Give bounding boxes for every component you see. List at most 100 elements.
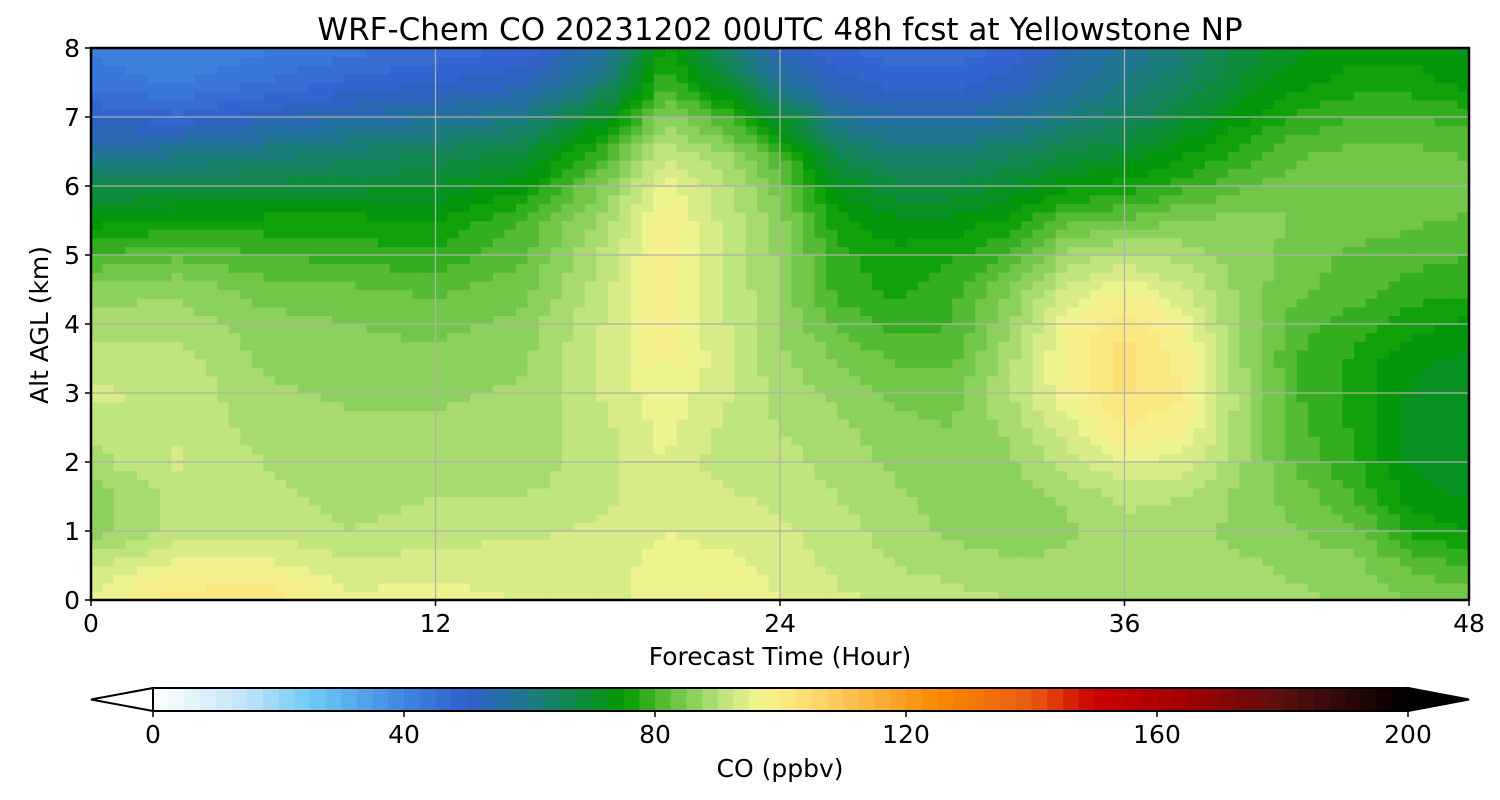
contour-cell (871, 341, 884, 351)
contour-cell (734, 358, 747, 368)
contour-cell (630, 401, 643, 411)
contour-cell (1067, 574, 1080, 584)
contour-cell (389, 272, 402, 282)
contour-cell (309, 315, 322, 325)
contour-cell (894, 401, 907, 411)
contour-cell (676, 513, 689, 523)
contour-cell (573, 263, 586, 273)
contour-cell (1296, 332, 1309, 342)
contour-cell (1446, 255, 1459, 265)
contour-cell (871, 453, 884, 463)
contour-cell (240, 591, 253, 601)
contour-cell (1400, 574, 1413, 584)
contour-cell (1078, 444, 1091, 454)
contour-cell (1170, 367, 1183, 377)
contour-cell (894, 393, 907, 403)
contour-cell (309, 574, 322, 584)
contour-cell (883, 324, 896, 334)
contour-cell (1411, 582, 1424, 592)
contour-cell (883, 375, 896, 385)
contour-cell (412, 289, 425, 299)
contour-cell (768, 272, 781, 282)
contour-cell (883, 444, 896, 454)
contour-cell (642, 410, 655, 420)
contour-cell (240, 513, 253, 523)
contour-cell (619, 289, 632, 299)
contour-cell (711, 556, 724, 567)
contour-cell (722, 306, 735, 316)
contour-cell (1009, 393, 1022, 403)
contour-cell (653, 487, 666, 498)
contour-cell (1044, 539, 1057, 549)
chart-title: WRF-Chem CO 20231202 00UTC 48h fcst at Y… (317, 12, 1242, 48)
contour-cell (814, 574, 827, 584)
contour-cell (1388, 384, 1401, 394)
contour-cell (194, 574, 207, 584)
contour-cell (527, 522, 540, 532)
contour-cell (860, 574, 873, 584)
contour-cell (378, 246, 391, 256)
contour-cell (883, 582, 896, 592)
contour-cell (986, 487, 999, 498)
contour-cell (929, 237, 942, 247)
contour-cell (412, 418, 425, 429)
contour-cell (998, 453, 1011, 463)
contour-cell (699, 505, 712, 515)
contour-cell (515, 324, 528, 334)
contour-cell (263, 444, 276, 454)
contour-cell (159, 418, 172, 429)
contour-cell (366, 298, 379, 308)
contour-cell (1239, 531, 1252, 541)
contour-cell (998, 280, 1011, 291)
contour-cell (665, 324, 678, 334)
contour-cell (1124, 539, 1137, 549)
contour-cell (1113, 496, 1126, 506)
contour-cell (1273, 436, 1286, 446)
contour-cell (837, 375, 850, 385)
contour-cell (401, 358, 414, 368)
contour-cell (665, 418, 678, 429)
contour-cell (401, 462, 414, 472)
contour-cell (297, 324, 310, 334)
contour-cell (734, 462, 747, 472)
contour-cell (1457, 315, 1470, 325)
contour-cell (584, 367, 597, 377)
contour-cell (791, 479, 804, 489)
contour-cell (297, 556, 310, 567)
contour-cell (619, 522, 632, 532)
contour-cell (699, 539, 712, 549)
contour-cell (435, 462, 448, 472)
contour-cell (1319, 574, 1332, 584)
contour-cell (217, 255, 230, 265)
contour-cell (986, 513, 999, 523)
contour-cell (1342, 263, 1355, 273)
contour-cell (1365, 479, 1378, 489)
contour-cell (378, 393, 391, 403)
contour-cell (217, 444, 230, 454)
contour-cell (837, 556, 850, 567)
contour-cell (1227, 436, 1240, 446)
contour-cell (205, 306, 218, 316)
contour-cell (91, 487, 104, 498)
contour-cell (389, 453, 402, 463)
contour-cell (1434, 444, 1447, 454)
contour-cell (148, 324, 161, 334)
contour-cell (550, 548, 563, 558)
contour-cell (825, 496, 839, 506)
contour-cell (1331, 324, 1344, 334)
contour-cell (228, 246, 241, 256)
contour-cell (1446, 548, 1459, 558)
contour-cell (148, 418, 161, 429)
contour-cell (860, 522, 873, 532)
contour-cell (435, 298, 448, 308)
contour-cell (1400, 349, 1413, 360)
contour-cell (217, 436, 230, 446)
contour-cell (205, 582, 218, 592)
contour-cell (1331, 255, 1344, 265)
contour-cell (825, 582, 839, 592)
contour-cell (458, 306, 471, 316)
contour-cell (1147, 263, 1160, 273)
contour-cell (263, 479, 276, 489)
contour-cell (665, 341, 678, 351)
contour-cell (102, 315, 115, 325)
